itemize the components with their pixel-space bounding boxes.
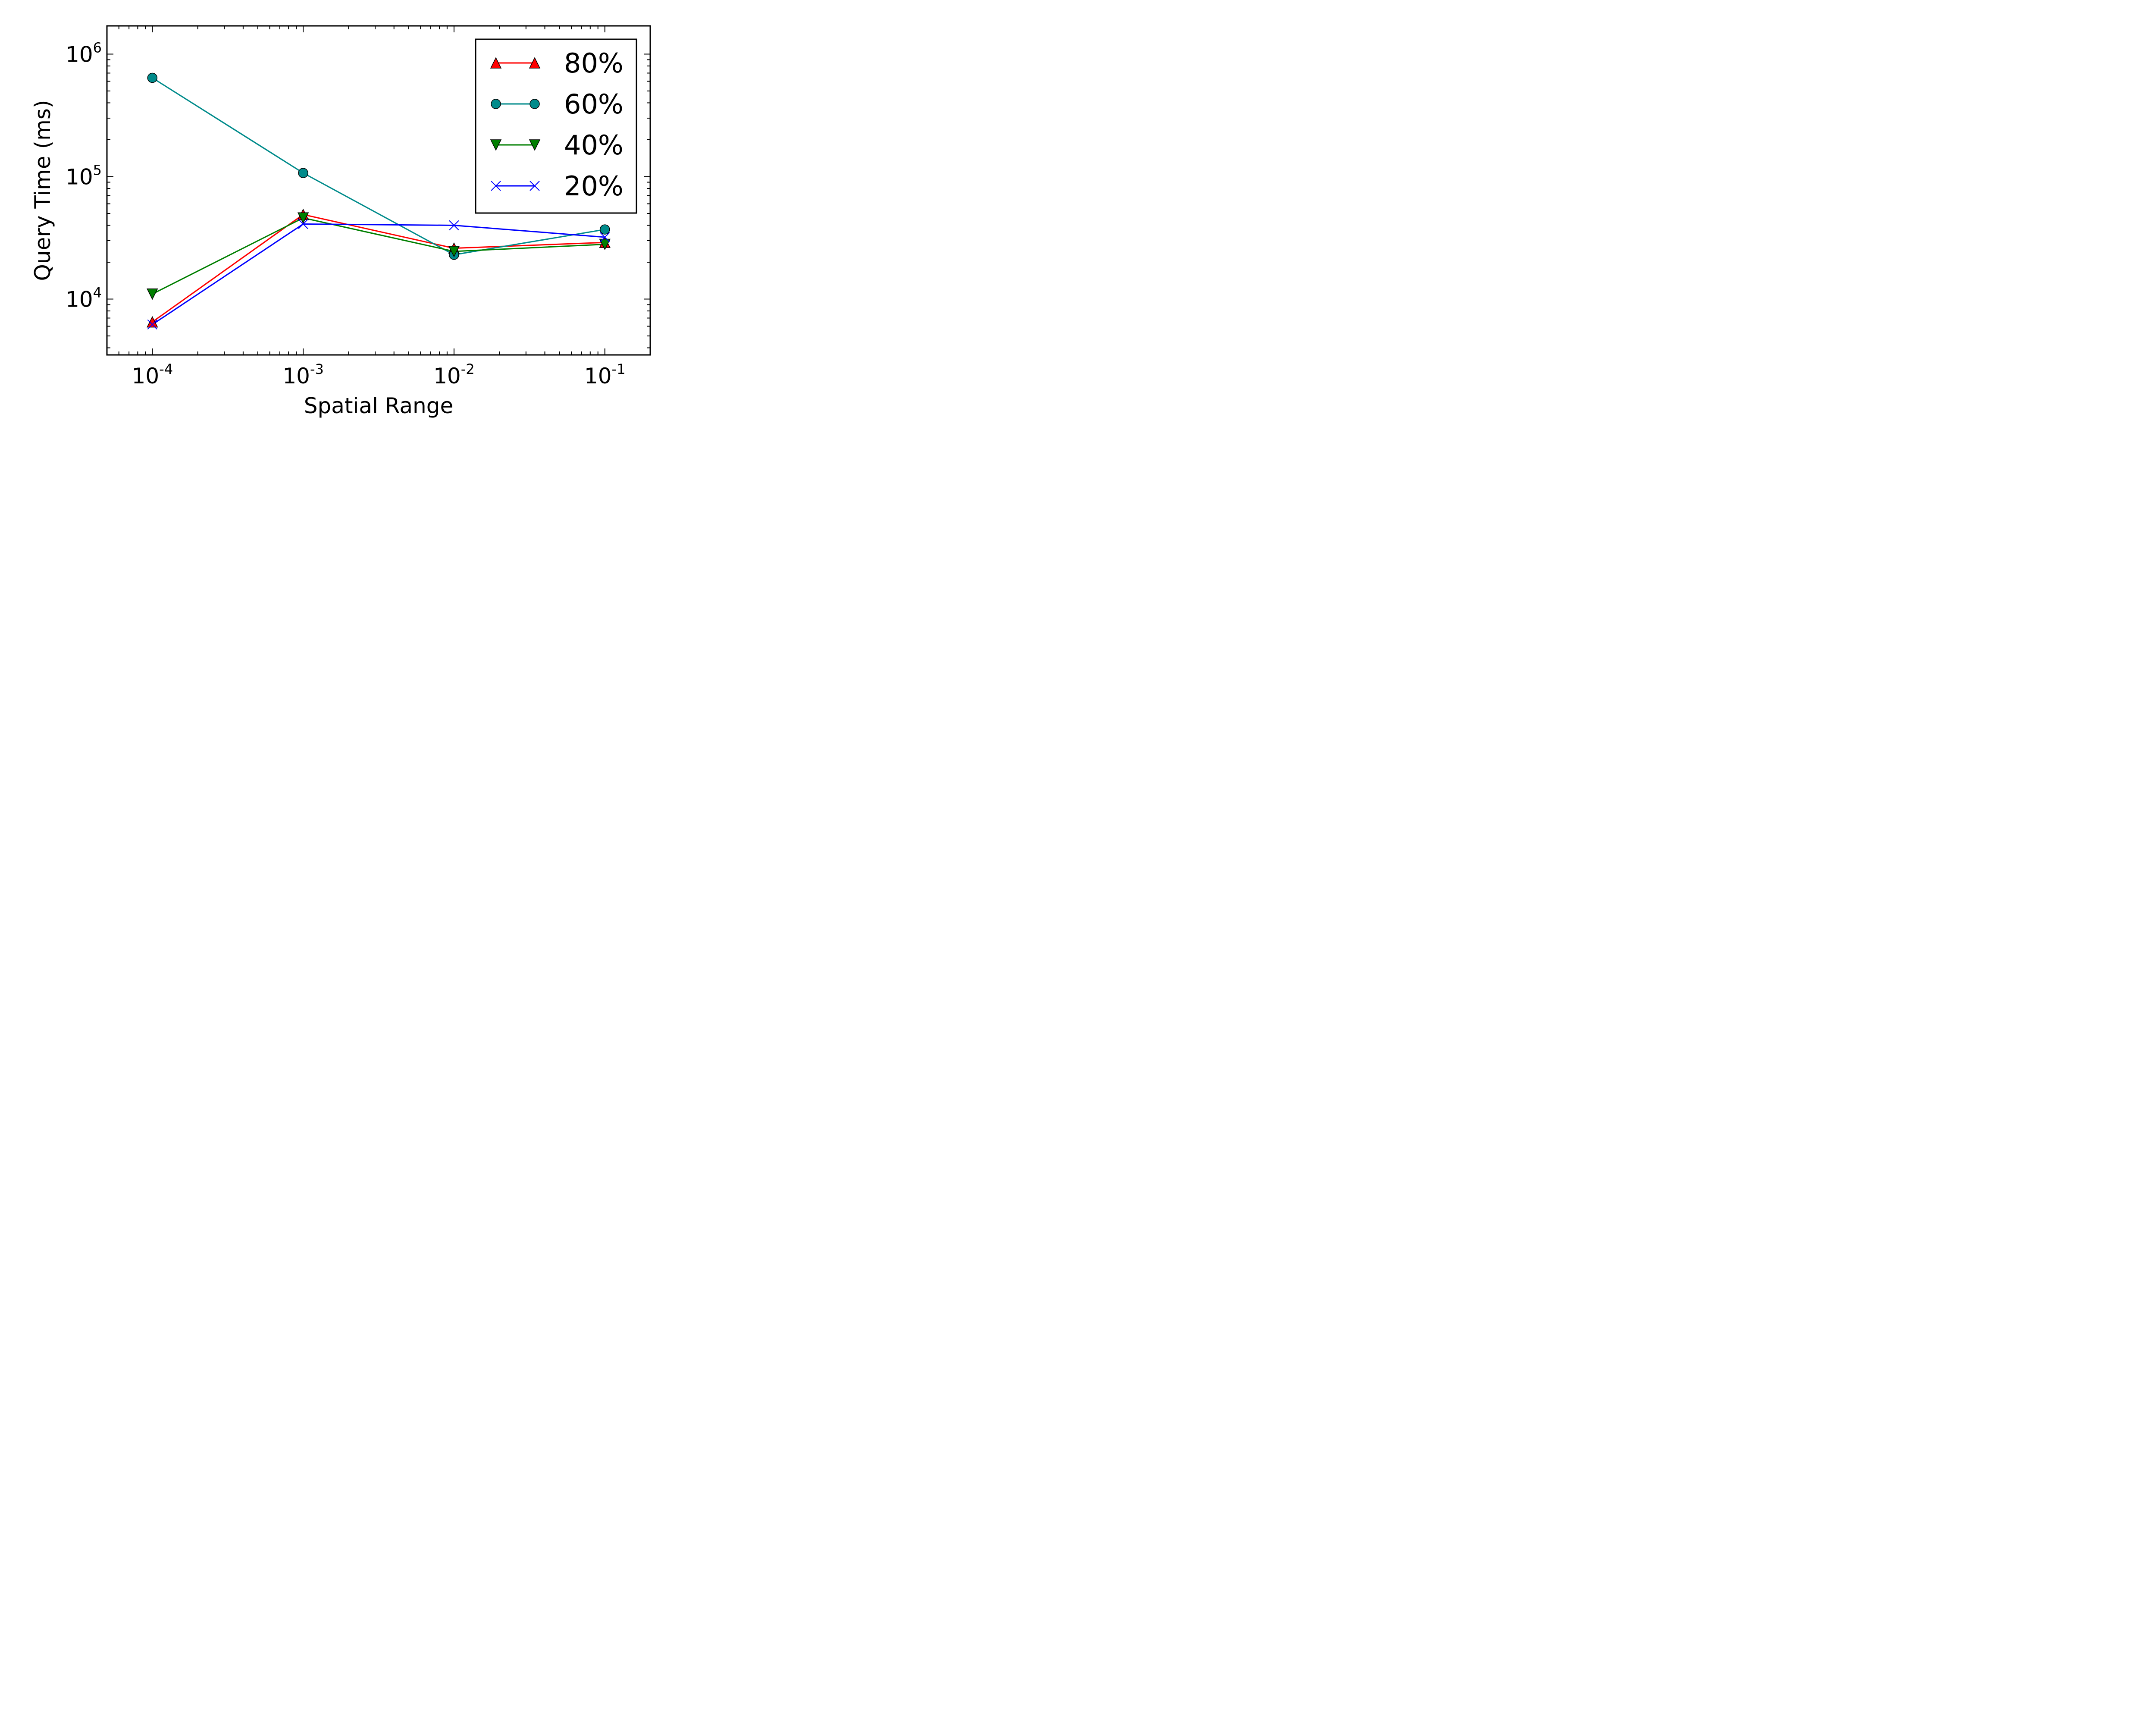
data-point <box>297 212 309 224</box>
legend-marker <box>491 99 501 109</box>
series-line <box>152 213 605 323</box>
data-point <box>147 319 158 330</box>
x-axis-label: Spatial Range <box>304 393 454 418</box>
x-tick-label: 10-1 <box>584 361 626 389</box>
data-point <box>599 224 610 235</box>
legend-marker <box>491 181 501 191</box>
legend-marker <box>530 181 540 191</box>
data-point <box>448 246 460 257</box>
y-tick-label: 105 <box>66 162 102 189</box>
y-tick-label: 104 <box>66 285 102 312</box>
y-tick-label: 106 <box>66 39 102 67</box>
legend-marker <box>530 99 540 109</box>
legend-label: 60% <box>564 88 624 120</box>
series-line <box>152 223 605 325</box>
data-point <box>599 232 610 242</box>
legend-marker <box>529 139 541 151</box>
plot-frame <box>106 25 651 356</box>
tick-labels: 10-4 10-3 10-2 10-1 104 105 106 <box>66 39 625 389</box>
query-time-chart: 10-4 10-3 10-2 10-1 104 105 106 80% 60% 40% 20% S… <box>30 25 651 418</box>
legend-marker <box>490 139 502 151</box>
x-tick-label: 10-4 <box>132 361 173 389</box>
x-tick-label: 10-3 <box>282 361 324 389</box>
legend-label: 80% <box>564 47 624 79</box>
series-line <box>152 77 605 256</box>
data-point <box>298 168 308 178</box>
legend-label: 40% <box>564 129 624 161</box>
legend-marker <box>529 57 541 69</box>
series-markers <box>147 72 611 330</box>
legend: 80% 60% 40% 20% <box>475 38 637 214</box>
series-line <box>152 217 605 295</box>
legend-label: 20% <box>564 170 624 202</box>
major-ticks <box>107 26 650 355</box>
y-axis-label: Query Time (ms) <box>30 100 55 281</box>
data-point <box>599 238 611 251</box>
series-lines <box>152 77 605 325</box>
legend-marker <box>490 57 502 69</box>
data-point <box>298 219 308 229</box>
data-point <box>449 220 459 231</box>
data-point <box>147 72 158 83</box>
data-point <box>147 288 158 300</box>
x-tick-label: 10-2 <box>433 361 475 389</box>
legend-box <box>475 38 637 214</box>
